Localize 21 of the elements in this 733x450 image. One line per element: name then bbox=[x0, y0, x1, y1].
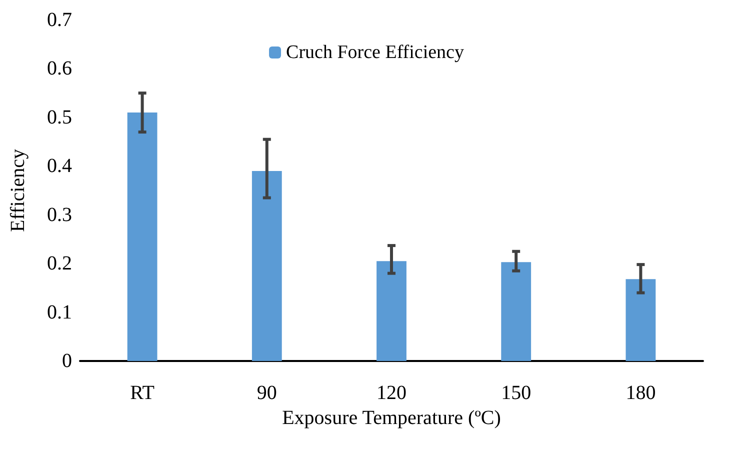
bar bbox=[252, 171, 282, 361]
legend-label: Cruch Force Efficiency bbox=[286, 42, 464, 63]
bar bbox=[127, 112, 158, 361]
y-tick-label: 0.5 bbox=[47, 106, 72, 128]
y-tick-label: 0.3 bbox=[47, 204, 72, 226]
y-tick-label: 0.6 bbox=[47, 58, 72, 80]
y-tick-label: 0.1 bbox=[47, 301, 72, 324]
x-tick-label: 180 bbox=[626, 382, 656, 404]
x-tick-label: RT bbox=[130, 382, 154, 404]
x-axis-title: Exposure Temperature (ºC) bbox=[282, 406, 501, 429]
bar bbox=[626, 279, 656, 361]
y-tick-label: 0.2 bbox=[47, 252, 72, 275]
x-tick-label: 90 bbox=[256, 382, 277, 404]
y-axis-title: Efficiency bbox=[7, 149, 29, 232]
y-tick-label: 0.4 bbox=[47, 155, 72, 178]
y-tick-label: 0.7 bbox=[47, 9, 72, 31]
bar bbox=[376, 261, 406, 361]
y-tick-label: 0 bbox=[62, 350, 72, 372]
bar bbox=[501, 262, 532, 361]
x-tick-label: 120 bbox=[376, 382, 406, 404]
x-tick-label: 150 bbox=[501, 382, 532, 404]
